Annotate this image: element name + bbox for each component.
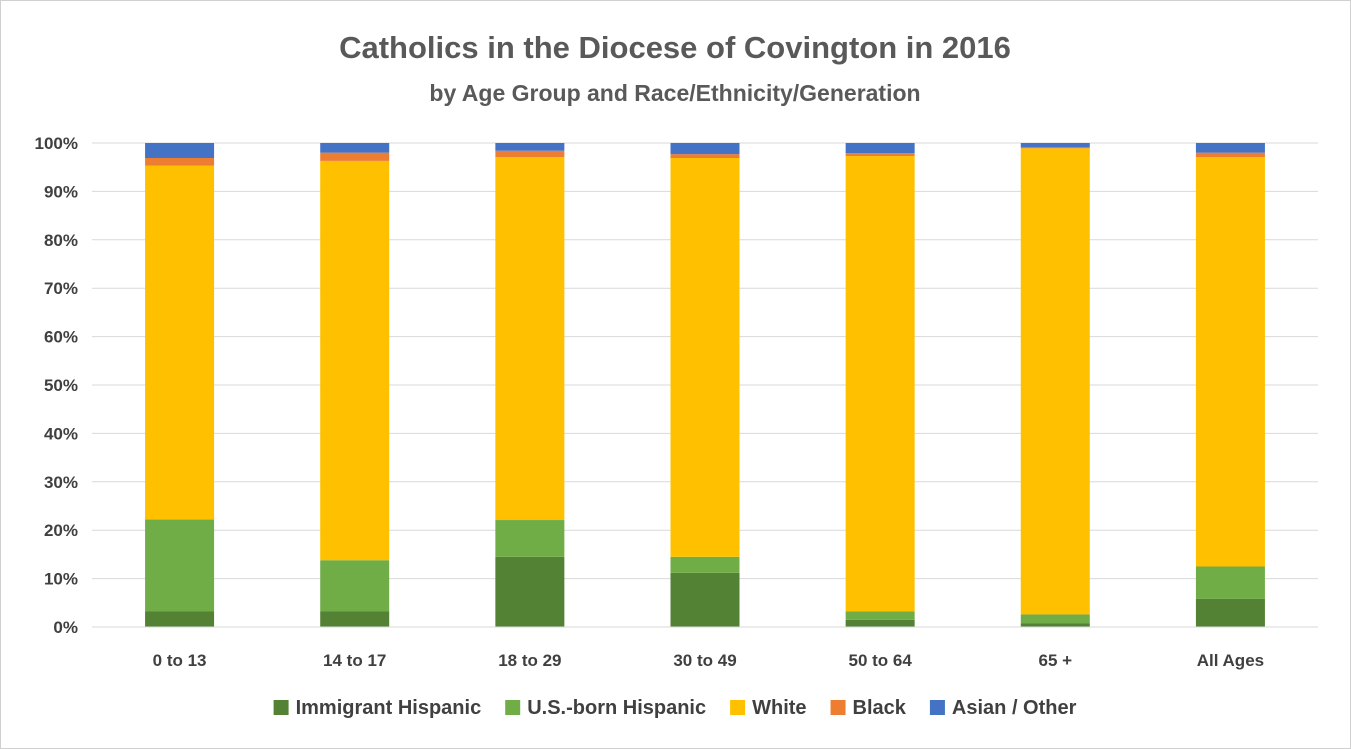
bar-segment-immigrant-hispanic-all-ages — [1195, 598, 1265, 627]
plot-area — [145, 143, 1265, 627]
y-tick-label: 50% — [44, 376, 78, 395]
bar-segment-immigrant-hispanic-65 — [1020, 623, 1090, 627]
chart-title: Catholics in the Diocese of Covington in… — [339, 30, 1011, 65]
x-tick-label: 18 to 29 — [498, 651, 561, 670]
bar-segment-white-65 — [1020, 148, 1090, 615]
y-tick-label: 90% — [44, 182, 78, 201]
bar-group-50-to-64 — [845, 143, 915, 627]
x-tick-label: 14 to 17 — [323, 651, 386, 670]
y-tick-label: 10% — [44, 570, 78, 589]
legend-swatch — [830, 700, 846, 715]
y-tick-label: 30% — [44, 473, 78, 492]
bar-segment-white-all-ages — [1195, 157, 1265, 567]
y-tick-label: 70% — [44, 279, 78, 298]
x-axis: 0 to 13 14 to 17 18 to 29 30 to 49 50 to 64 6… — [92, 626, 1318, 670]
bar-group-18-to-29 — [495, 143, 565, 627]
legend-label: U.S.-born Hispanic — [527, 697, 706, 719]
bar-segment-u-s-born-hispanic-0-to-13 — [145, 519, 215, 612]
y-tick-label: 0% — [53, 618, 78, 637]
bar-segment-black-14-to-17 — [320, 152, 390, 161]
bar-group-65 — [1020, 143, 1090, 627]
legend: Immigrant Hispanic U.S.-born Hispanic Whit… — [273, 697, 1077, 719]
legend-swatch — [505, 700, 521, 715]
bar-group-30-to-49 — [670, 143, 740, 627]
bar-segment-immigrant-hispanic-18-to-29 — [495, 556, 565, 627]
bar-segment-u-s-born-hispanic-14-to-17 — [320, 560, 390, 612]
legend-item-asian-other: Asian / Other — [929, 697, 1077, 719]
x-tick-label: 50 to 64 — [848, 651, 912, 670]
bar-segment-u-s-born-hispanic-30-to-49 — [670, 556, 740, 573]
bar-segment-u-s-born-hispanic-65 — [1020, 614, 1090, 624]
bar-segment-white-0-to-13 — [145, 165, 215, 520]
bar-segment-black-65 — [1020, 147, 1090, 149]
y-tick-label: 100% — [35, 134, 78, 153]
bar-segment-black-50-to-64 — [845, 153, 915, 157]
bar-segment-white-30-to-49 — [670, 158, 740, 557]
bar-segment-asian-other-all-ages — [1195, 143, 1265, 153]
bar-segment-white-14-to-17 — [320, 160, 390, 561]
bar-segment-u-s-born-hispanic-all-ages — [1195, 566, 1265, 599]
y-tick-label: 60% — [44, 328, 78, 347]
y-tick-label: 40% — [44, 424, 78, 443]
legend-label: Black — [853, 697, 907, 719]
bar-segment-asian-other-65 — [1020, 143, 1090, 148]
bar-segment-immigrant-hispanic-14-to-17 — [320, 611, 390, 627]
bar-segment-black-all-ages — [1195, 152, 1265, 158]
legend-swatch — [730, 700, 746, 715]
bar-segment-immigrant-hispanic-0-to-13 — [145, 611, 215, 627]
x-tick-label: 65 + — [1039, 651, 1073, 670]
y-axis: 0% 10% 20% 30% 40% 50% 60% 70% 80% 90% 100% — [35, 134, 78, 637]
bar-segment-white-50-to-64 — [845, 156, 915, 612]
bar-segment-white-18-to-29 — [495, 157, 565, 521]
bar-segment-immigrant-hispanic-30-to-49 — [670, 572, 740, 627]
legend-label: Immigrant Hispanic — [296, 697, 482, 719]
bar-group-14-to-17 — [320, 143, 390, 627]
bar-segment-black-18-to-29 — [495, 150, 565, 158]
bar-group-0-to-13 — [145, 143, 215, 627]
bar-segment-asian-other-0-to-13 — [145, 143, 215, 159]
bar-segment-asian-other-14-to-17 — [320, 143, 390, 153]
legend-swatch — [929, 700, 945, 715]
bar-segment-asian-other-18-to-29 — [495, 143, 565, 151]
legend-label: White — [752, 697, 806, 719]
chart-subtitle: by Age Group and Race/Ethnicity/Generati… — [429, 80, 920, 106]
legend-swatch — [273, 700, 289, 715]
legend-item-black: Black — [830, 697, 907, 719]
bar-group-all-ages — [1195, 143, 1265, 627]
bar-segment-black-0-to-13 — [145, 158, 215, 166]
bar-segment-u-s-born-hispanic-18-to-29 — [495, 520, 565, 557]
bar-segment-asian-other-30-to-49 — [670, 143, 740, 155]
legend-item-white: White — [730, 697, 807, 719]
bar-segment-immigrant-hispanic-50-to-64 — [845, 619, 915, 627]
x-tick-label: 30 to 49 — [673, 651, 736, 670]
bar-segment-u-s-born-hispanic-50-to-64 — [845, 611, 915, 620]
bar-segment-asian-other-50-to-64 — [845, 143, 915, 154]
legend-label: Asian / Other — [952, 697, 1077, 719]
bar-segment-black-30-to-49 — [670, 154, 740, 159]
x-tick-label: All Ages — [1197, 651, 1264, 670]
legend-item-immigrant-hispanic: Immigrant Hispanic — [273, 697, 482, 719]
legend-item-u-s-born-hispanic: U.S.-born Hispanic — [505, 697, 706, 719]
x-tick-label: 0 to 13 — [153, 651, 207, 670]
y-tick-label: 80% — [44, 231, 78, 250]
y-tick-label: 20% — [44, 521, 78, 540]
